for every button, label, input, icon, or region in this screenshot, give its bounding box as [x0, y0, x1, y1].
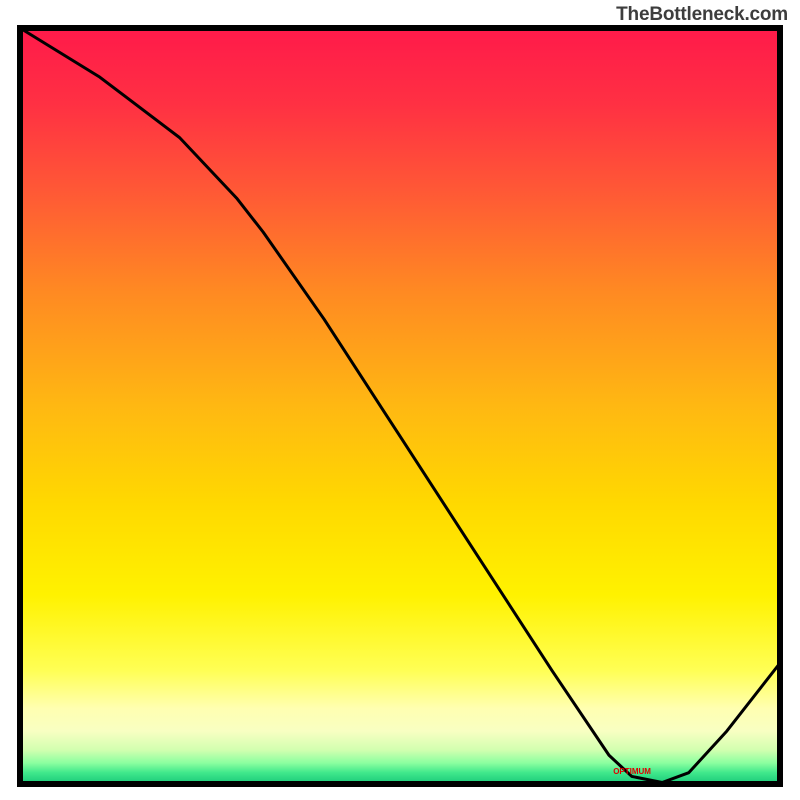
plot-background [20, 28, 780, 784]
min-marker-label: OPTIMUM [613, 767, 651, 776]
bottleneck-chart [0, 0, 800, 800]
